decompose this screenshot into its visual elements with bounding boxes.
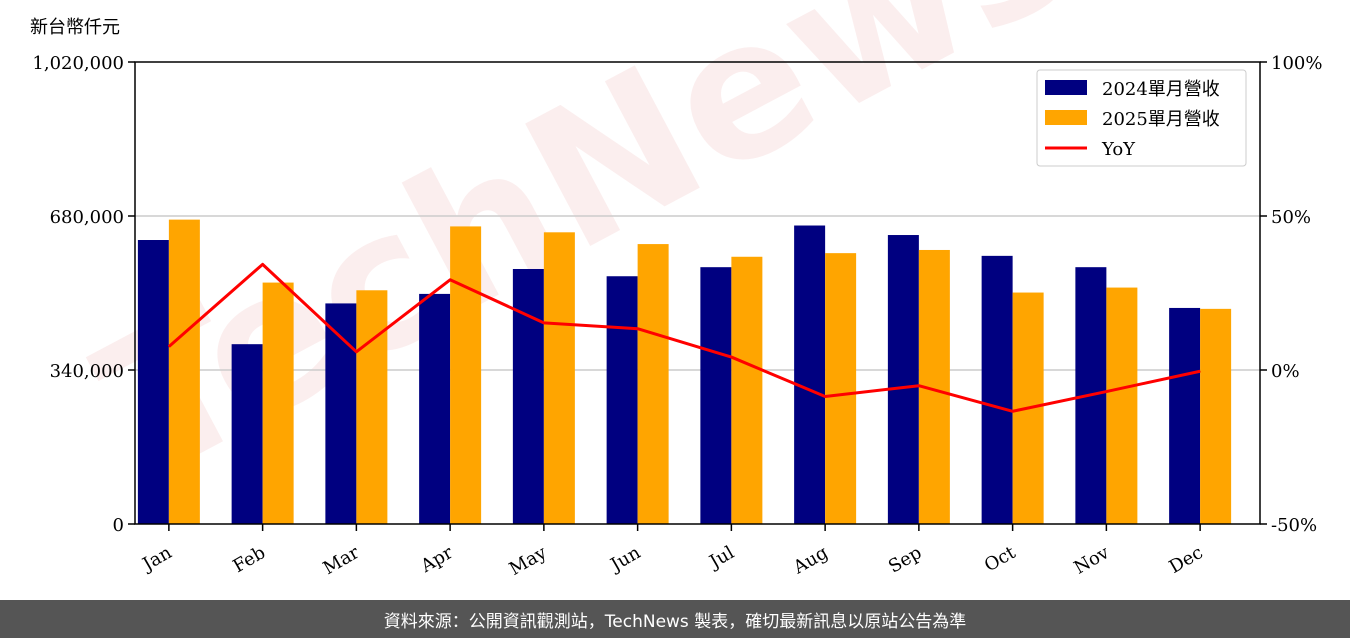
- bar-2025-jan: [168, 219, 200, 524]
- bar-2024-dec: [1169, 307, 1201, 524]
- bar-2024-jan: [137, 240, 169, 524]
- y-left-tick-label: 340,000: [50, 361, 124, 382]
- yoy-line-layer: [167, 262, 1201, 413]
- y-right-tick-label: -50%: [1271, 515, 1317, 536]
- bar-2024-oct: [981, 255, 1013, 524]
- bar-2025-may: [543, 232, 575, 524]
- bar-2025-nov: [1106, 287, 1138, 524]
- grid: [135, 215, 1260, 371]
- yoy-point-may: [543, 322, 545, 324]
- yoy-point-mar: [355, 351, 357, 353]
- x-tick-label-apr: Apr: [417, 542, 457, 577]
- y-left-tick-label: 1,020,000: [32, 53, 124, 74]
- x-tick-label-feb: Feb: [229, 542, 269, 577]
- bar-2024-sep: [887, 235, 919, 524]
- bar-2025-dec: [1200, 308, 1232, 524]
- yoy-line: [167, 262, 1201, 413]
- bars: [137, 219, 1232, 525]
- bar-2025-mar: [356, 290, 388, 524]
- y-right-tick-label: 50%: [1271, 207, 1311, 228]
- legend-swatch-2025: [1045, 110, 1087, 125]
- legend-box: [1036, 69, 1247, 167]
- legend-label-2025: 2025單月營收: [1102, 109, 1220, 130]
- bar-2025-apr: [450, 226, 482, 524]
- bar-2025-jun: [637, 244, 669, 525]
- yoy-point-jan: [168, 346, 170, 348]
- bar-2024-may: [512, 268, 544, 524]
- legend-label-yoy: YoY: [1101, 139, 1136, 160]
- plot-frame: [134, 61, 1261, 525]
- yoy-point-jul: [730, 356, 732, 358]
- yoy-point-nov: [1105, 391, 1107, 393]
- footer-text: 資料來源：公開資訊觀測站，TechNews 製表，確切最新訊息以原站公告為準: [383, 611, 967, 632]
- yoy-point-apr: [449, 279, 451, 281]
- bar-2024-jul: [700, 267, 732, 524]
- bar-2024-mar: [325, 303, 357, 524]
- y-left-tick-label: 680,000: [50, 207, 124, 228]
- bar-2024-aug: [794, 225, 826, 524]
- yoy-point-aug: [824, 395, 826, 397]
- legend-swatch-2024: [1045, 80, 1087, 95]
- x-tick-label-dec: Dec: [1166, 542, 1207, 578]
- bar-2025-feb: [262, 282, 294, 524]
- y-right-tick-label: 0%: [1271, 361, 1300, 382]
- yoy-point-feb: [262, 263, 264, 265]
- yoy-point-jun: [637, 328, 639, 330]
- yoy-point-dec: [1199, 370, 1201, 372]
- bar-2025-aug: [825, 253, 857, 524]
- x-tick-label-jul: Jul: [704, 542, 738, 574]
- x-tick-label-sep: Sep: [885, 542, 925, 577]
- y-unit-label: 新台幣仟元: [30, 17, 120, 38]
- revenue-chart: TechNews 0340,000680,0001,020,000-50%0%5…: [30, 0, 1322, 580]
- x-tick-label-jun: Jun: [606, 542, 645, 577]
- legend-label-2024: 2024單月營收: [1102, 79, 1220, 100]
- yoy-point-sep: [918, 385, 920, 387]
- bar-2024-apr: [419, 293, 451, 524]
- y-left-tick-label: 0: [113, 515, 124, 536]
- bar-2024-jun: [606, 276, 638, 524]
- x-tick-label-aug: Aug: [789, 542, 832, 579]
- yoy-point-oct: [1012, 410, 1014, 412]
- y-right-tick-label: 100%: [1271, 53, 1322, 74]
- legend: 2024單月營收 2025單月營收 YoY: [1036, 69, 1247, 167]
- bar-2024-feb: [231, 344, 263, 524]
- x-tick-label-jan: Jan: [138, 542, 176, 576]
- x-tick-label-mar: Mar: [320, 542, 364, 579]
- bar-2025-jul: [731, 256, 763, 524]
- x-tick-label-oct: Oct: [981, 542, 1020, 577]
- footer-source-note: 資料來源：公開資訊觀測站，TechNews 製表，確切最新訊息以原站公告為準: [0, 600, 1350, 638]
- x-tick-label-nov: Nov: [1071, 542, 1114, 579]
- x-tick-label-may: May: [506, 542, 551, 580]
